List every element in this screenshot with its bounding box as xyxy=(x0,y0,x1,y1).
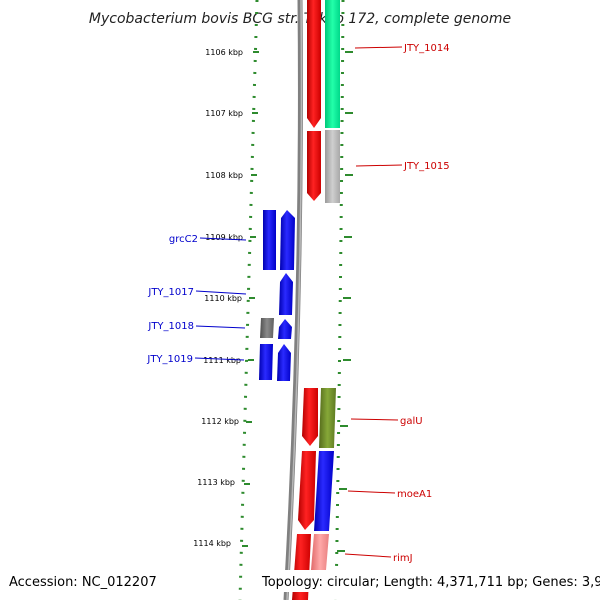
gene-label-moeA1[interactable]: moeA1 xyxy=(397,489,432,500)
gene-label-JTY_1015[interactable]: JTY_1015 xyxy=(403,161,450,172)
gene-label-JTY_1017[interactable]: JTY_1017 xyxy=(147,287,194,298)
tick-label: 1107 kbp xyxy=(205,109,243,118)
tick-label: 1112 kbp xyxy=(201,417,239,426)
gene-label-rimJ[interactable]: rimJ xyxy=(393,553,413,564)
misc-feature-teal[interactable] xyxy=(325,0,340,128)
tick-label: 1113 kbp xyxy=(197,478,235,487)
leader-line xyxy=(347,490,396,494)
misc-feature-olive[interactable] xyxy=(319,388,336,448)
tick-label: 1106 kbp xyxy=(205,48,243,57)
leader-line xyxy=(195,290,247,295)
reverse-strand-features xyxy=(259,210,295,381)
gene-feature-JTY_1018-b[interactable] xyxy=(278,319,292,339)
gene-label-JTY_1019[interactable]: JTY_1019 xyxy=(146,354,193,365)
outer-ruler-circle xyxy=(334,0,345,600)
gene-label-galU[interactable]: galU xyxy=(400,416,423,427)
gene-label-grcC2[interactable]: grcC2 xyxy=(169,234,198,245)
tick-label: 1110 kbp xyxy=(204,294,242,303)
leader-line xyxy=(355,164,403,167)
gene-feature-grcC2-a[interactable] xyxy=(263,210,276,270)
gene-feature-JTY_1014[interactable] xyxy=(307,0,321,128)
leader-line xyxy=(344,553,392,558)
ruler-circles xyxy=(238,0,345,600)
leader-line xyxy=(350,418,399,421)
misc-feature-grey[interactable] xyxy=(325,130,340,203)
backbone xyxy=(283,0,303,600)
gene-feature-JTY_1015[interactable] xyxy=(307,131,321,201)
accession-text: Accession: NC_012207 xyxy=(9,575,157,590)
gene-feature-JTY_1019-b[interactable] xyxy=(277,344,291,381)
gene-feature-JTY_1017[interactable] xyxy=(279,273,293,315)
tick-marks: 1106 kbp 1107 kbp 1108 kbp 1109 kbp 1110… xyxy=(193,48,353,552)
inner-ruler-circle xyxy=(238,0,259,600)
genome-summary-text: Topology: circular; Length: 4,371,711 bp… xyxy=(261,575,600,590)
leader-line xyxy=(199,237,247,241)
gene-labels: JTY_1014 JTY_1015 grcC2 JTY_1017 JTY_101… xyxy=(146,43,449,564)
gene-feature-JTY_1018-a[interactable] xyxy=(260,318,274,338)
leader-line xyxy=(195,325,246,329)
tick-label: 1109 kbp xyxy=(205,233,243,242)
tick-label: 1108 kbp xyxy=(205,171,243,180)
misc-feature-blue[interactable] xyxy=(314,451,334,531)
tick-label: 1111 kbp xyxy=(203,356,241,365)
gene-label-JTY_1014[interactable]: JTY_1014 xyxy=(403,43,450,54)
leader-line xyxy=(354,46,403,49)
leader-line xyxy=(194,357,245,361)
gene-feature-JTY_1019-a[interactable] xyxy=(259,344,273,380)
gene-label-JTY_1018[interactable]: JTY_1018 xyxy=(147,321,194,332)
gene-feature-moeA1[interactable] xyxy=(298,451,316,530)
tick-label: 1114 kbp xyxy=(193,539,231,548)
gene-feature-galU[interactable] xyxy=(302,388,318,446)
gene-feature-grcC2-b[interactable] xyxy=(280,210,295,270)
backbone-circle xyxy=(283,0,303,600)
misc-feature-pink[interactable] xyxy=(311,534,329,570)
